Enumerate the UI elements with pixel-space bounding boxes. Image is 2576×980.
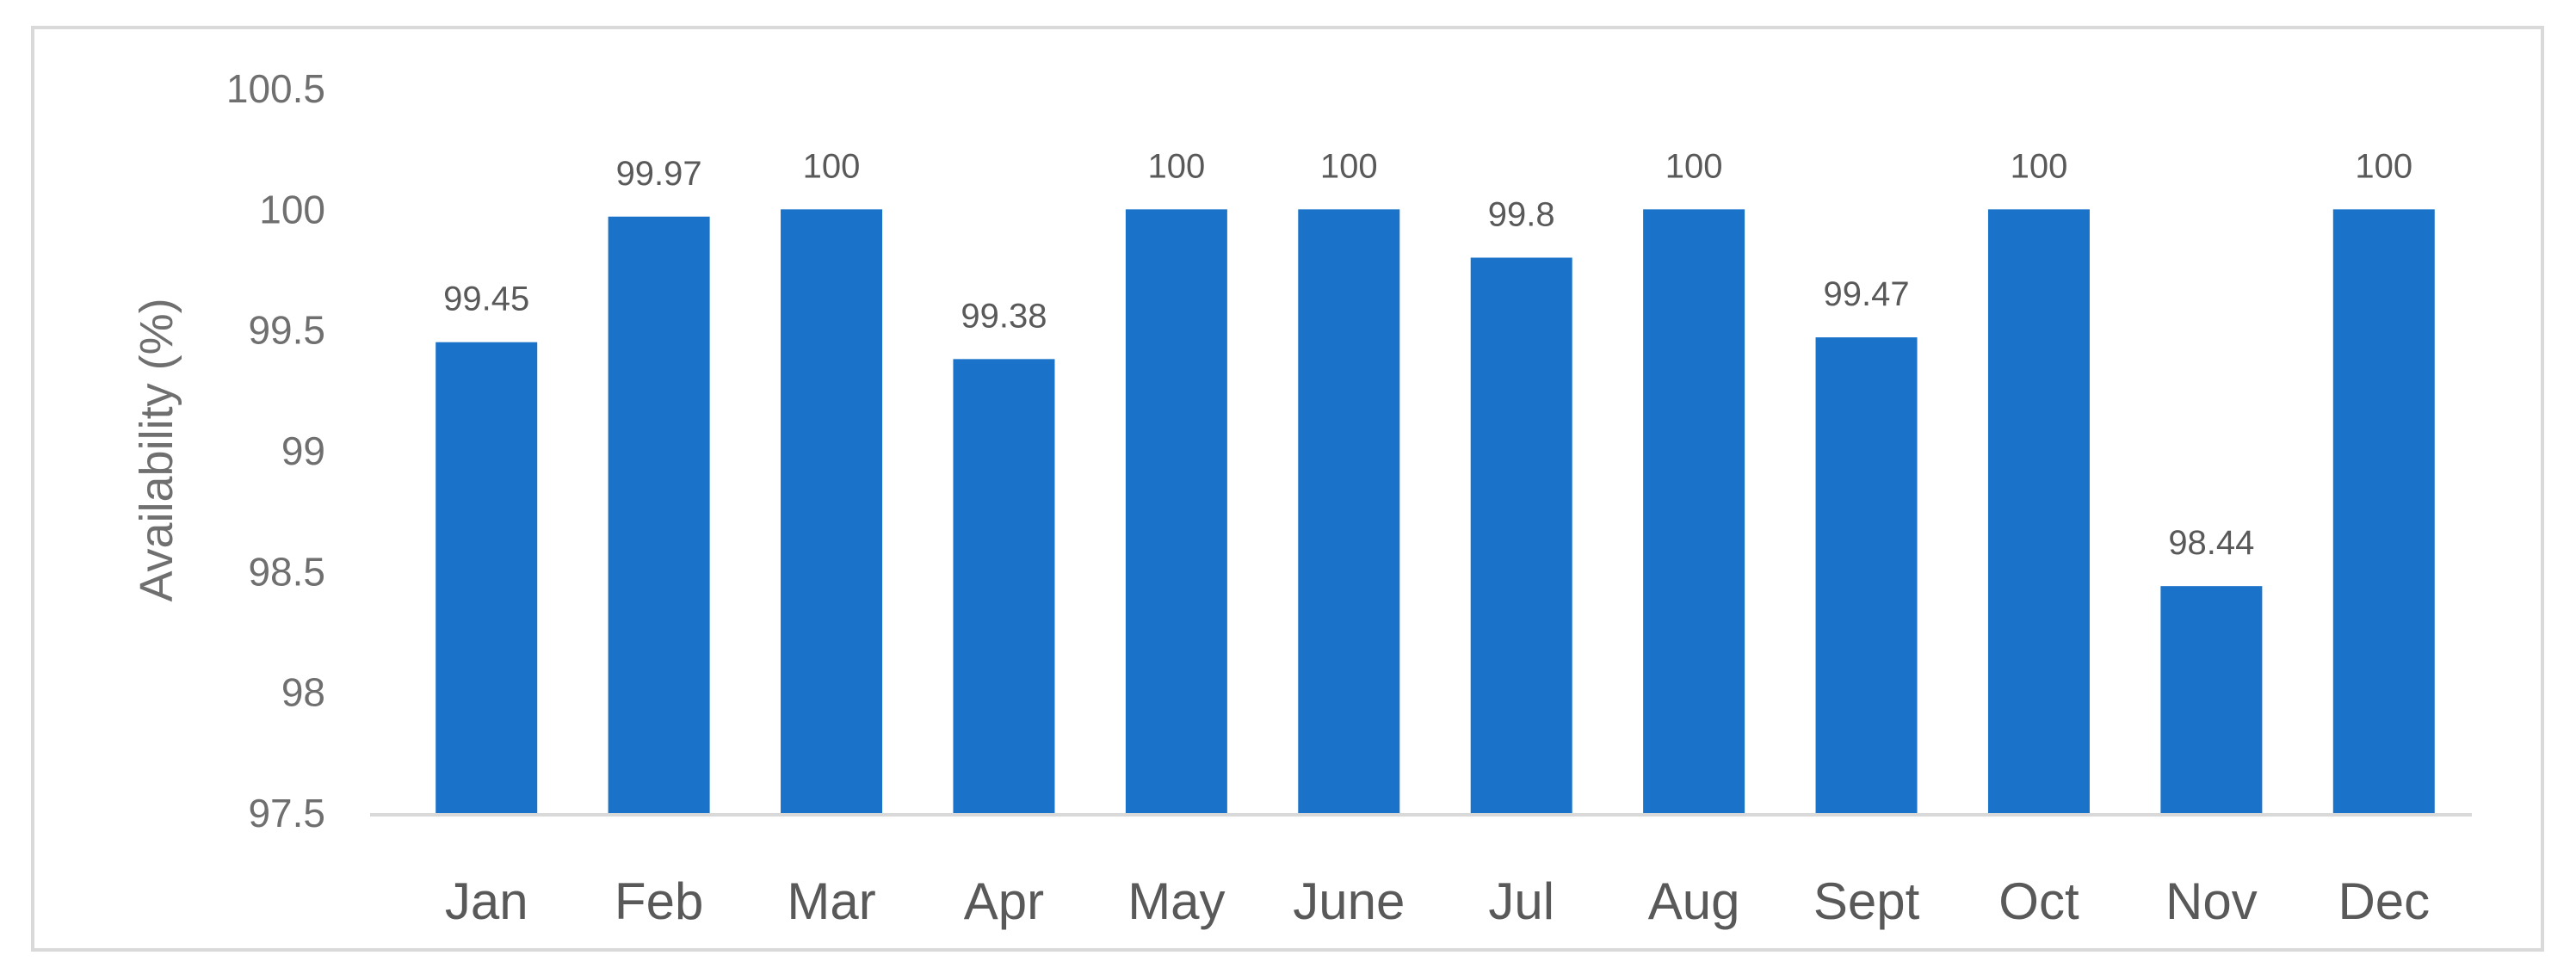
data-label: 100: [1148, 147, 1206, 185]
bar-feb: [608, 216, 710, 814]
x-tick-label: Feb: [615, 872, 703, 930]
data-label: 99.38: [961, 297, 1047, 335]
data-label: 100: [803, 147, 861, 185]
x-tick-label: Dec: [2338, 872, 2430, 930]
y-tick-label: 99: [281, 428, 325, 473]
data-label: 99.97: [616, 155, 702, 193]
x-tick-label: Mar: [787, 872, 875, 930]
data-label: 100: [1665, 147, 1723, 185]
data-label: 98.44: [2168, 524, 2254, 562]
data-label: 100: [1320, 147, 1378, 185]
bar-jan: [436, 342, 538, 813]
bar-sept: [1815, 337, 1918, 813]
y-tick-label: 98: [281, 670, 325, 715]
data-label: 99.45: [443, 280, 529, 318]
bar-mar: [781, 209, 883, 814]
bar-apr: [953, 359, 1055, 813]
x-tick-label: Jul: [1488, 872, 1554, 930]
bar-aug: [1643, 209, 1745, 814]
x-axis-category-labels: Jan Feb Mar Apr May June Jul Aug Sept Oct Nov Dec: [445, 872, 2430, 930]
x-tick-label: Apr: [964, 872, 1044, 930]
y-tick-label: 100: [259, 187, 325, 231]
y-tick-label: 97.5: [248, 791, 325, 835]
y-tick-label: 98.5: [248, 549, 325, 594]
y-axis-tick-labels: 97.5 98 98.5 99 99.5 100 100.5: [226, 66, 325, 835]
x-tick-label: Aug: [1648, 872, 1740, 930]
bar-june: [1298, 209, 1400, 814]
x-tick-label: May: [1127, 872, 1225, 930]
x-tick-label: Oct: [1998, 872, 2079, 930]
y-axis-title: Availability (%): [131, 298, 182, 601]
bar-nov: [2160, 586, 2263, 813]
x-tick-label: Jan: [445, 872, 528, 930]
data-label: 100: [2011, 147, 2068, 185]
data-label: 99.47: [1823, 275, 1909, 313]
bar-jul: [1470, 257, 1572, 813]
x-tick-label: June: [1293, 872, 1405, 930]
bar-oct: [1987, 209, 2090, 814]
data-labels: 99.45 99.97 100 99.38 100 100 99.8 100 99.47 100 9…: [443, 147, 2412, 562]
x-tick-label: Nov: [2165, 872, 2258, 930]
y-tick-label: 99.5: [248, 308, 325, 353]
x-tick-label: Sept: [1813, 872, 1920, 930]
data-label: 99.8: [1488, 195, 1555, 233]
bar-dec: [2332, 209, 2435, 814]
bar-series: [436, 209, 2435, 814]
y-tick-label: 100.5: [226, 66, 325, 111]
data-label: 100: [2355, 147, 2412, 185]
bar-may: [1125, 209, 1227, 814]
